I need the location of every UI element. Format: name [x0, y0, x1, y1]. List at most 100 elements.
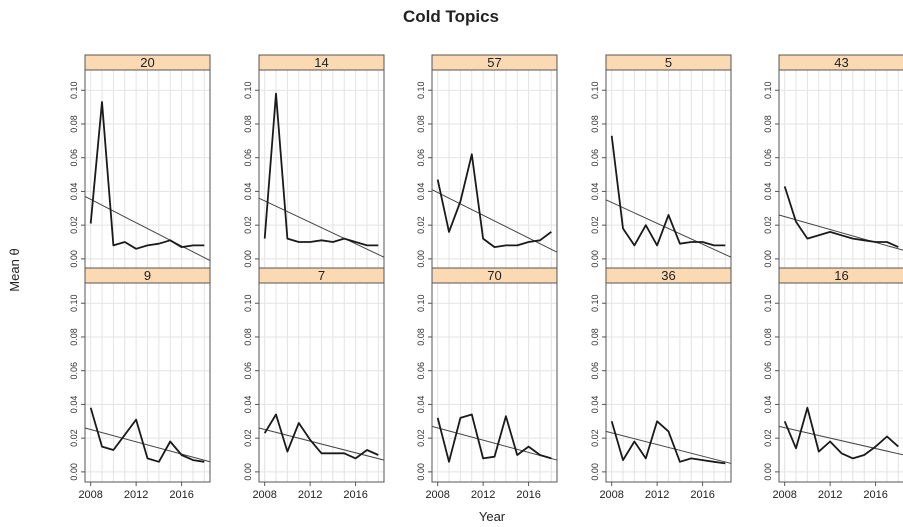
y-tick-label: 0.02 — [416, 429, 426, 447]
trend-line — [84, 427, 211, 463]
panel-20: 20 0.00 0.02 0.04 0.06 0.08 0.10 — [69, 54, 211, 270]
y-tick-label: 0.04 — [69, 396, 79, 414]
y-tick-label: 0.04 — [763, 396, 773, 414]
series-line-20 — [89, 101, 205, 250]
x-tick-label: 2012 — [645, 489, 669, 501]
panel-frame — [84, 282, 211, 483]
y-tick-label: 0.08 — [590, 328, 600, 346]
y-tick-label: 0.08 — [69, 328, 79, 346]
y-tick-label: 0.10 — [69, 294, 79, 312]
panel-strip-label: 36 — [661, 268, 675, 283]
y-tick-label: 0.06 — [243, 362, 253, 380]
series-line-43 — [783, 186, 899, 248]
series-line-9 — [89, 407, 205, 463]
series-line-70 — [436, 413, 552, 463]
panel-14: 14 0.00 0.02 0.04 0.06 0.08 0.10 — [243, 54, 385, 270]
y-tick-label: 0.04 — [416, 396, 426, 414]
panel-57: 57 0.00 0.02 0.04 0.06 0.08 0.10 — [416, 54, 558, 270]
panel-strip-label: 7 — [318, 268, 325, 283]
trend-line — [431, 425, 558, 461]
panel-strip-label: 70 — [487, 268, 501, 283]
y-tick-label: 0.10 — [243, 81, 253, 99]
y-tick-label: 0.02 — [69, 216, 79, 234]
y-tick-label: 0.02 — [763, 216, 773, 234]
y-tick-label: 0.06 — [69, 149, 79, 167]
panel-strip-label: 14 — [314, 55, 328, 70]
y-tick-label: 0.02 — [590, 216, 600, 234]
y-tick-label: 0.04 — [243, 396, 253, 414]
panel-strip-label: 5 — [665, 55, 672, 70]
y-tick-label: 0.06 — [763, 362, 773, 380]
y-tick-label: 0.08 — [69, 115, 79, 133]
y-tick-label: 0.10 — [243, 294, 253, 312]
panel-strip-label: 20 — [140, 55, 154, 70]
y-tick-label: 0.04 — [243, 183, 253, 201]
trend-line — [605, 430, 732, 464]
y-tick-label: 0.04 — [590, 183, 600, 201]
panel-16: 16 0.00 0.02 0.04 0.06 0.08 0.10 2008 2012 2016 — [763, 267, 903, 501]
x-tick-label: 2008 — [772, 489, 796, 501]
panel-frame — [605, 282, 732, 483]
y-tick-label: 0.00 — [416, 463, 426, 481]
trend-line — [605, 199, 732, 258]
y-tick-label: 0.06 — [243, 149, 253, 167]
y-tick-label: 0.08 — [416, 328, 426, 346]
panel-strip-label: 43 — [834, 55, 848, 70]
y-tick-label: 0.02 — [243, 216, 253, 234]
y-axis-label: Mean θ — [7, 248, 22, 291]
y-tick-label: 0.02 — [763, 429, 773, 447]
y-tick-label: 0.02 — [416, 216, 426, 234]
x-tick-label: 2012 — [818, 489, 842, 501]
y-tick-label: 0.06 — [69, 362, 79, 380]
series-line-36 — [610, 420, 726, 465]
series-line-57 — [436, 153, 552, 249]
y-tick-label: 0.00 — [243, 463, 253, 481]
series-line-5 — [610, 135, 726, 247]
panel-strip-label: 16 — [834, 268, 848, 283]
x-tick-label: 2016 — [863, 489, 887, 501]
y-tick-label: 0.02 — [69, 429, 79, 447]
panel-43: 43 0.00 0.02 0.04 0.06 0.08 0.10 — [763, 54, 903, 270]
y-tick-label: 0.00 — [416, 250, 426, 268]
panel-strip-label: 9 — [144, 268, 151, 283]
panels-group: 20 0.00 0.02 0.04 0.06 0.08 0.10 14 0.00 0.02 0.04… — [69, 54, 903, 501]
y-tick-label: 0.10 — [763, 294, 773, 312]
y-tick-label: 0.02 — [243, 429, 253, 447]
y-tick-label: 0.08 — [243, 115, 253, 133]
trend-line — [84, 196, 211, 262]
y-tick-label: 0.10 — [69, 81, 79, 99]
y-tick-label: 0.06 — [763, 149, 773, 167]
y-tick-label: 0.08 — [243, 328, 253, 346]
x-tick-label: 2016 — [343, 489, 367, 501]
y-tick-label: 0.08 — [590, 115, 600, 133]
y-tick-label: 0.06 — [416, 362, 426, 380]
series-line-16 — [783, 406, 899, 460]
trend-line — [778, 425, 903, 456]
y-tick-label: 0.10 — [763, 81, 773, 99]
series-line-14 — [263, 92, 379, 247]
y-tick-label: 0.00 — [243, 250, 253, 268]
y-tick-label: 0.08 — [416, 115, 426, 133]
y-tick-label: 0.10 — [416, 81, 426, 99]
y-tick-label: 0.00 — [69, 463, 79, 481]
x-axis-label: Year — [479, 509, 506, 524]
y-tick-label: 0.04 — [69, 183, 79, 201]
y-tick-label: 0.04 — [590, 396, 600, 414]
panel-frame — [431, 282, 558, 483]
x-tick-label: 2008 — [78, 489, 102, 501]
x-tick-label: 2012 — [471, 489, 495, 501]
x-tick-label: 2008 — [425, 489, 449, 501]
x-tick-label: 2016 — [169, 489, 193, 501]
y-tick-label: 0.06 — [590, 362, 600, 380]
y-tick-label: 0.08 — [763, 115, 773, 133]
y-tick-label: 0.00 — [763, 250, 773, 268]
chart-title: Cold Topics — [403, 7, 499, 26]
trend-line — [778, 214, 903, 251]
panel-9: 9 0.00 0.02 0.04 0.06 0.08 0.10 2008 2012 2016 — [69, 267, 211, 501]
y-tick-label: 0.10 — [590, 294, 600, 312]
panel-frame — [778, 282, 903, 483]
y-tick-label: 0.04 — [763, 183, 773, 201]
y-tick-label: 0.00 — [590, 250, 600, 268]
y-tick-label: 0.06 — [416, 149, 426, 167]
